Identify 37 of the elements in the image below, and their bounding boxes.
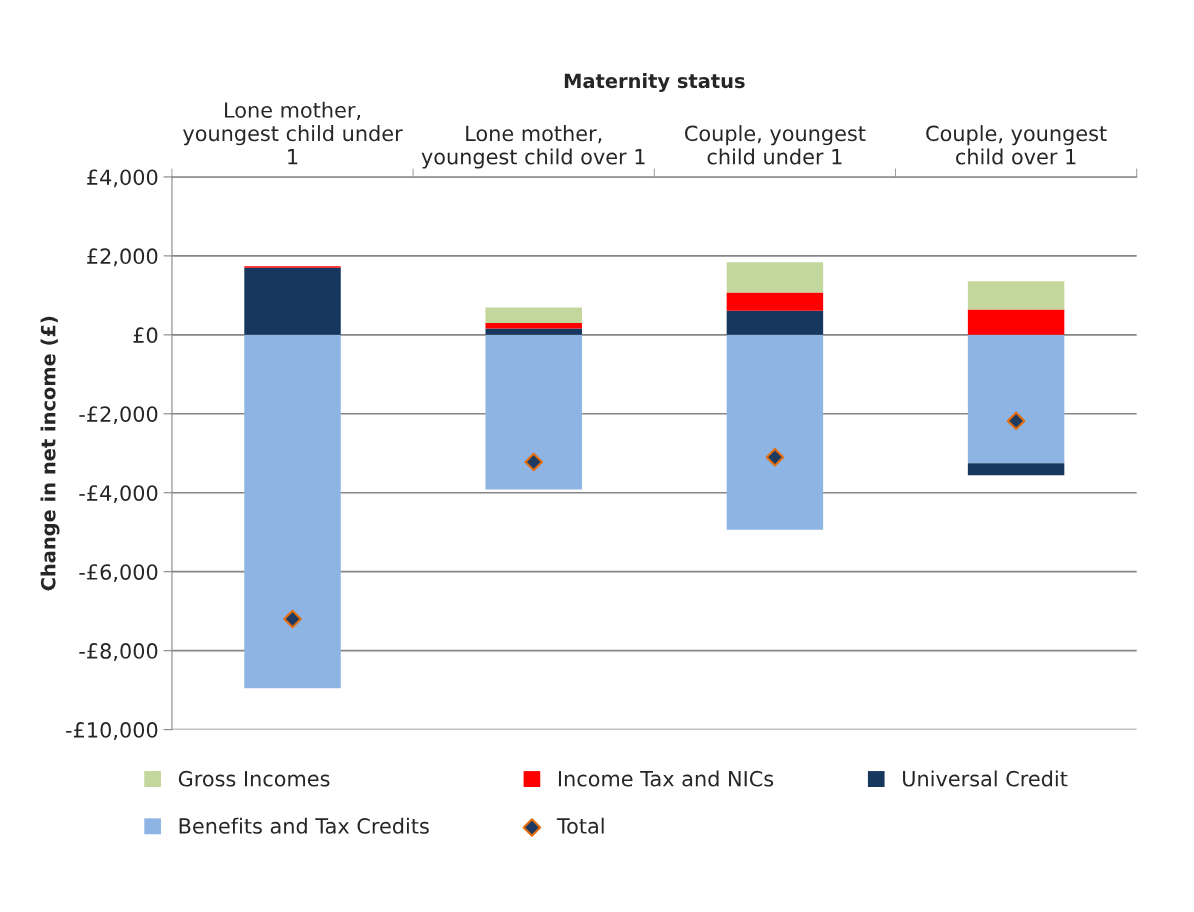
legend-label: Income Tax and NICs	[558, 770, 774, 787]
bar	[726, 334, 824, 530]
y-tick-label: -£2,000	[79, 406, 158, 425]
bar	[967, 463, 1065, 476]
y-tick-label: -£6,000	[79, 564, 158, 583]
legend-label: Total	[556, 817, 604, 834]
y-tick-label: -£4,000	[79, 485, 158, 504]
bar	[244, 267, 341, 335]
bar	[244, 334, 341, 689]
y-tick-label: -£10,000	[66, 722, 158, 740]
y-tick-label: £2,000	[87, 248, 158, 267]
bar	[726, 262, 824, 293]
x-axis-title: Maternity status	[564, 73, 745, 93]
y-tick-label: £4,000	[87, 169, 158, 188]
bar	[485, 322, 582, 329]
point	[1006, 411, 1026, 431]
y-axis-title: Change in net income (£)	[40, 316, 60, 591]
bar	[967, 309, 1065, 335]
x-tick-label: Lone mother, youngest child over 1	[421, 125, 645, 169]
bar	[485, 328, 582, 335]
y-tick-label: £0	[133, 327, 158, 344]
bar	[726, 310, 824, 335]
x-tick-label: Couple, youngest child under 1	[685, 125, 866, 165]
legend-label: Gross Incomes	[178, 770, 330, 787]
bar	[967, 281, 1065, 310]
bar	[485, 334, 582, 490]
x-tick-label: Couple, youngest child over 1	[926, 125, 1107, 165]
bar	[485, 307, 582, 323]
point	[765, 447, 785, 467]
legend-label: Universal Credit	[903, 770, 1068, 787]
point	[283, 609, 302, 629]
x-tick-label: Lone mother, youngest child under 1	[183, 101, 403, 165]
point	[524, 452, 543, 472]
bar	[726, 292, 824, 311]
y-tick-label: -£8,000	[79, 643, 158, 661]
legend-label: Benefits and Tax Credits	[179, 817, 429, 834]
bar	[967, 334, 1065, 464]
